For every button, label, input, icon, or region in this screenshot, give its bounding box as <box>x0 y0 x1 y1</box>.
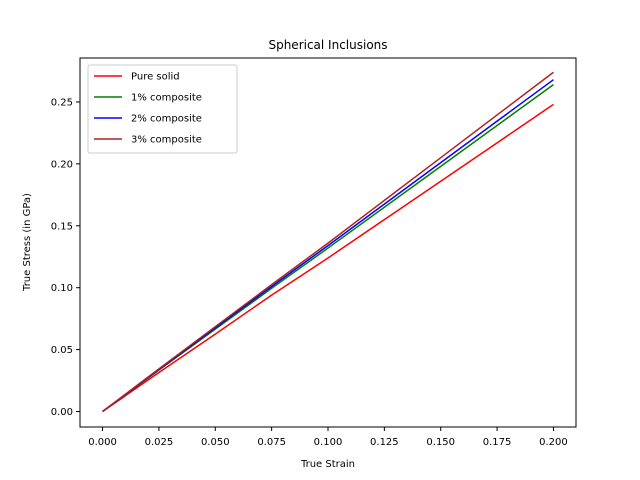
y-tick-label: 0.15 <box>51 221 73 232</box>
x-tick-label: 0.025 <box>145 437 174 448</box>
legend-label: 3% composite <box>131 135 202 146</box>
x-tick-label: 0.000 <box>88 437 117 448</box>
legend-label: Pure solid <box>131 72 180 83</box>
legend-box <box>87 64 238 154</box>
y-tick-label: 0.10 <box>51 283 73 294</box>
x-axis-label: True Strain <box>300 459 355 470</box>
x-tick-label: 0.175 <box>483 437 512 448</box>
legend-label: 2% composite <box>131 114 202 125</box>
chart-title: Spherical Inclusions <box>268 38 387 52</box>
x-tick-label: 0.050 <box>201 437 230 448</box>
x-tick-label: 0.150 <box>426 437 455 448</box>
series-line-4 <box>102 71 554 413</box>
y-tick-label: 0.05 <box>51 345 73 356</box>
y-tick-label: 0.00 <box>51 407 73 418</box>
x-axis: 0.000 0.025 0.050 0.075 0.100 0.125 0.150 0.175… <box>88 427 568 448</box>
x-tick-label: 0.100 <box>314 437 343 448</box>
series-line-1 <box>102 103 554 413</box>
y-tick-label: 0.20 <box>51 159 73 170</box>
x-tick-label: 0.200 <box>539 437 568 448</box>
y-tick-label: 0.25 <box>51 97 73 108</box>
y-axis-label: True Stress (in GPa) <box>22 193 33 292</box>
legend: Pure solid 1% composite 2% composite 3% com… <box>87 64 238 154</box>
legend-label: 1% composite <box>131 93 202 104</box>
plot-lines <box>102 71 554 413</box>
x-tick-label: 0.075 <box>257 437 286 448</box>
x-tick-label: 0.125 <box>370 437 399 448</box>
y-axis: 0.00 0.05 0.10 0.15 0.20 0.25 <box>51 97 80 418</box>
